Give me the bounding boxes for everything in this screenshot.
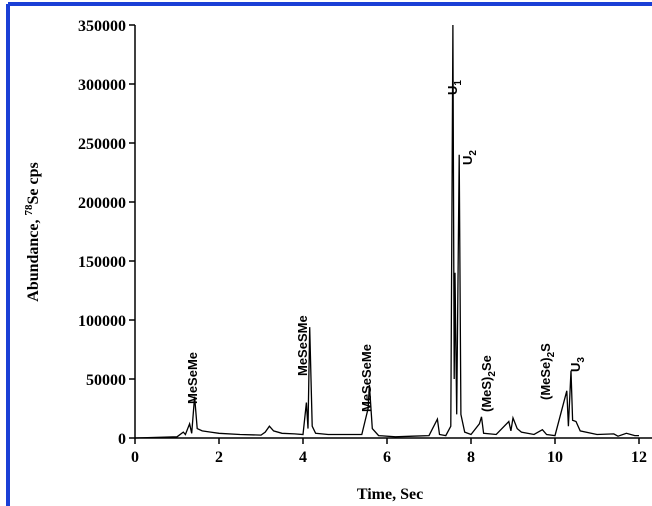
x-tick-label: 2 bbox=[215, 449, 223, 466]
y-axis-label: Abundance, 78Se cps bbox=[23, 162, 42, 301]
y-tick-label: 100000 bbox=[78, 313, 126, 330]
peak-annotation: (MeSe)2S bbox=[538, 343, 557, 400]
annotation-text: MeSeMe bbox=[185, 352, 200, 404]
x-tick-label: 0 bbox=[131, 449, 139, 466]
y-tick-label: 350000 bbox=[78, 18, 126, 35]
annotation-subscript: 2 bbox=[487, 371, 498, 377]
y-tick-label: 300000 bbox=[78, 77, 126, 94]
y-label-part: Se cps bbox=[25, 162, 42, 204]
peak-annotation: MeSeSMe bbox=[295, 315, 310, 376]
peak-annotation: MeSeSeMe bbox=[359, 344, 374, 412]
x-tick-label: 8 bbox=[467, 449, 475, 466]
annotation-text: Se bbox=[479, 355, 494, 371]
y-tick-label: 150000 bbox=[78, 254, 126, 271]
annotation-subscript: 3 bbox=[576, 357, 587, 363]
y-label-part: Abundance, bbox=[25, 215, 42, 301]
peak-annotation: U1 bbox=[445, 80, 464, 95]
annotation-text: U bbox=[445, 86, 460, 95]
peak-annotation: U2 bbox=[460, 150, 479, 165]
annotation-subscript: 1 bbox=[453, 80, 464, 86]
x-axis-label: Time, Sec bbox=[357, 486, 423, 503]
y-tick-label: 0 bbox=[118, 431, 126, 448]
y-tick-label: 50000 bbox=[86, 372, 126, 389]
y-tick-label: 250000 bbox=[78, 136, 126, 153]
annotation-text: (MeS) bbox=[479, 377, 494, 412]
x-tick-label: 4 bbox=[299, 449, 307, 466]
y-tick-label: 200000 bbox=[78, 195, 126, 212]
x-tick-label: 10 bbox=[547, 449, 563, 466]
annotation-text: S bbox=[538, 343, 553, 352]
annotation-subscript: 2 bbox=[468, 150, 479, 156]
peak-annotation: U3 bbox=[568, 357, 587, 372]
annotation-subscript: 2 bbox=[546, 351, 557, 357]
annotation-text: (MeSe) bbox=[538, 357, 553, 400]
annotation-text: U bbox=[568, 363, 583, 372]
y-label-sup: 78 bbox=[23, 204, 35, 216]
peak-annotation: MeSeMe bbox=[185, 352, 200, 404]
annotation-text: MeSeSMe bbox=[295, 315, 310, 376]
annotation-text: MeSeSeMe bbox=[359, 344, 374, 412]
data-line bbox=[134, 24, 639, 439]
x-tick-label: 6 bbox=[383, 449, 391, 466]
x-tick-label: 12 bbox=[631, 449, 647, 466]
annotation-text: U bbox=[460, 156, 475, 165]
peak-annotation: (MeS)2Se bbox=[479, 355, 498, 412]
